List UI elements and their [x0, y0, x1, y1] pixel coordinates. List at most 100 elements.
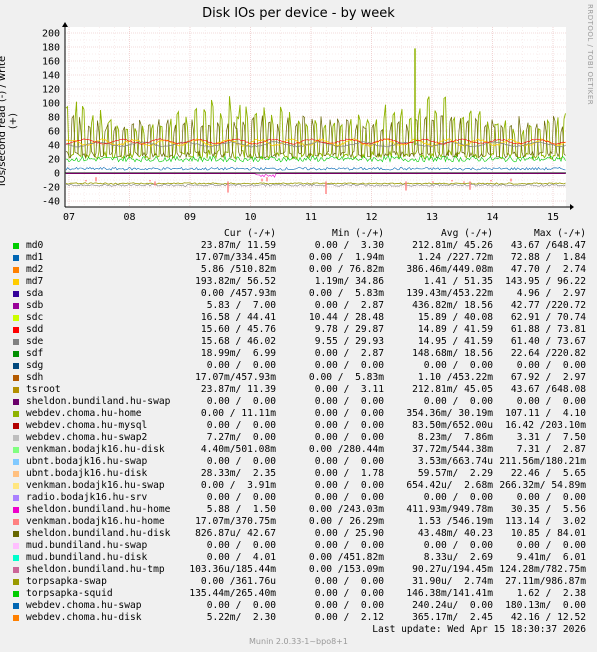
legend-avg-value: 59.57m/ 2.29	[417, 468, 493, 479]
legend-swatch	[13, 267, 19, 273]
y-tick-label: 140	[42, 71, 60, 82]
legend-swatch	[13, 555, 19, 561]
legend-swatch	[13, 399, 19, 405]
legend-min-value: 9.78 / 29.87	[314, 324, 384, 335]
legend-avg-value: 15.89 / 40.08	[417, 312, 493, 323]
y-tick-label: 20	[48, 155, 60, 166]
legend-swatch	[13, 591, 19, 597]
legend-avg-value: 139.43m/453.22m	[406, 288, 493, 299]
legend-avg-value: 0.00 / 0.00	[423, 492, 493, 503]
legend-avg-value: 0.00 / 0.00	[423, 396, 493, 407]
col-header-avg: Avg (-/+)	[441, 228, 493, 239]
legend-avg-value: 1.53 /546.19m	[417, 516, 493, 527]
legend-swatch	[13, 579, 19, 585]
legend-row: sde 15.68 / 46.02 9.55 / 29.93 14.95 / 41.5…	[0, 336, 597, 348]
legend-min-value: 0.00 / 0.00	[314, 540, 384, 551]
legend-max-value: 22.46 / 5.65	[510, 468, 586, 479]
legend-max-value: 16.42 /203.10m	[505, 420, 586, 431]
legend-avg-value: 411.93m/949.78m	[406, 504, 493, 515]
legend-max-value: 62.91 / 70.74	[510, 312, 586, 323]
legend-min-value: 0.00 / 0.00	[314, 588, 384, 599]
legend-series-name: webdev.choma.hu-swap	[26, 600, 142, 611]
legend-series-name: webdev.choma.hu-mysql	[26, 420, 148, 431]
legend-series-name: sdf	[26, 348, 44, 359]
y-tick-label: 0	[54, 169, 60, 180]
x-ticks: 07 08 09 10 11 12 13 14 15	[63, 212, 559, 223]
legend-avg-value: 3.53m/663.74u	[417, 456, 493, 467]
legend-cur-value: 0.00 / 3.91m	[200, 480, 276, 491]
legend-max-value: 61.88 / 73.81	[510, 324, 586, 335]
legend-max-value: 180.13m/ 0.00	[505, 600, 586, 611]
munin-version: Munin 2.0.33-1~bpo8+1	[249, 637, 348, 646]
legend-swatch	[13, 363, 19, 369]
legend-cur-value: 5.22m/ 2.30	[206, 612, 276, 623]
legend-min-value: 0.00 / 26.29m	[308, 516, 384, 527]
legend-cur-value: 17.07m/457.93m	[195, 372, 276, 383]
legend-max-value: 30.35 / 5.56	[510, 504, 586, 515]
legend-max-value: 42.77 /220.72	[510, 300, 586, 311]
series-trace-read-b	[65, 183, 566, 187]
legend-min-value: 0.00 / 5.83m	[308, 372, 384, 383]
legend-avg-value: 654.42u/ 2.68m	[406, 480, 493, 491]
y-tick-label: 40	[48, 141, 60, 152]
y-tick-label: 60	[48, 127, 60, 138]
legend-min-value: 0.00 / 2.12	[314, 612, 384, 623]
legend-row: md0 23.87m/ 11.59 0.00 / 3.30 212.81m/ 45.2…	[0, 240, 597, 252]
legend-max-value: 113.14 / 3.02	[505, 516, 586, 527]
col-header-max: Max (-/+)	[534, 228, 586, 239]
legend-series-name: sdb	[26, 300, 44, 311]
x-tick-label: 07	[63, 212, 75, 223]
legend-max-value: 61.40 / 73.67	[510, 336, 586, 347]
legend-swatch	[13, 603, 19, 609]
legend-max-value: 47.70 / 2.74	[510, 264, 586, 275]
legend-swatch	[13, 435, 19, 441]
legend-row: venkman.bodajk16.hu-home 17.07m/370.75m 0.…	[0, 516, 597, 528]
legend-avg-value: 354.36m/ 30.19m	[406, 408, 493, 419]
y-tick-label: 160	[42, 57, 60, 68]
legend-cur-value: 826.87u/ 42.67	[195, 528, 276, 539]
legend-series-name: md1	[26, 252, 44, 263]
legend-min-value: 0.00 / 2.87	[314, 300, 384, 311]
series-trace-md0	[65, 155, 566, 163]
legend-cur-value: 0.00 / 0.00	[206, 396, 276, 407]
legend-min-value: 0.00 / 1.94m	[308, 252, 384, 263]
legend-min-value: 0.00 / 0.00	[314, 396, 384, 407]
legend-max-value: 0.00 / 0.00	[516, 396, 586, 407]
grid	[65, 27, 566, 207]
legend-series-name: sheldon.bundiland.hu-tmp	[26, 564, 165, 575]
legend-row: sdg 0.00 / 0.00 0.00 / 0.00 0.00 / 0.00 0.00…	[0, 360, 597, 372]
legend-series-name: venkman.bodajk16.hu-disk	[26, 444, 165, 455]
legend-min-value: 9.55 / 29.93	[314, 336, 384, 347]
legend-cur-value: 0.00 / 11.11m	[200, 408, 276, 419]
legend-avg-value: 365.17m/ 2.45	[412, 612, 493, 623]
legend-swatch	[13, 459, 19, 465]
legend-min-value: 0.00 / 5.83m	[308, 288, 384, 299]
legend-cur-value: 23.87m/ 11.39	[200, 384, 276, 395]
legend-series-name: sda	[26, 288, 44, 299]
legend-series-name: sdc	[26, 312, 44, 323]
series-trace-sdd	[65, 138, 566, 145]
series-trace-sheldon-home	[66, 173, 566, 178]
legend-swatch	[13, 567, 19, 573]
legend-swatch	[13, 495, 19, 501]
legend-series-name: sde	[26, 336, 44, 347]
legend-swatch	[13, 327, 19, 333]
legend-avg-value: 37.72m/544.38m	[412, 444, 493, 455]
legend-row: ubnt.bodajk16.hu-swap 0.00 / 0.00 0.00 / 0…	[0, 456, 597, 468]
legend-max-value: 22.64 /220.82	[510, 348, 586, 359]
x-tick-label: 14	[486, 212, 498, 223]
legend-cur-value: 0.00 / 0.00	[206, 492, 276, 503]
legend-swatch	[13, 291, 19, 297]
legend-cur-value: 5.83 / 7.00	[206, 300, 276, 311]
legend-series-name: torpsapka-squid	[26, 588, 113, 599]
legend-min-value: 0.00 / 0.00	[314, 492, 384, 503]
legend-cur-value: 18.99m/ 6.99	[200, 348, 276, 359]
legend-min-value: 0.00 / 1.78	[314, 468, 384, 479]
legend-series-name: mud.bundiland.hu-swap	[26, 540, 148, 551]
legend-swatch	[13, 375, 19, 381]
legend-series-name: venkman.bodajk16.hu-home	[26, 516, 165, 527]
legend-max-value: 0.00 / 0.00	[516, 360, 586, 371]
chart-title: Disk IOs per device - by week	[202, 6, 395, 21]
legend-max-value: 0.00 / 0.00	[516, 492, 586, 503]
legend-min-value: 0.00 / 0.00	[314, 432, 384, 443]
